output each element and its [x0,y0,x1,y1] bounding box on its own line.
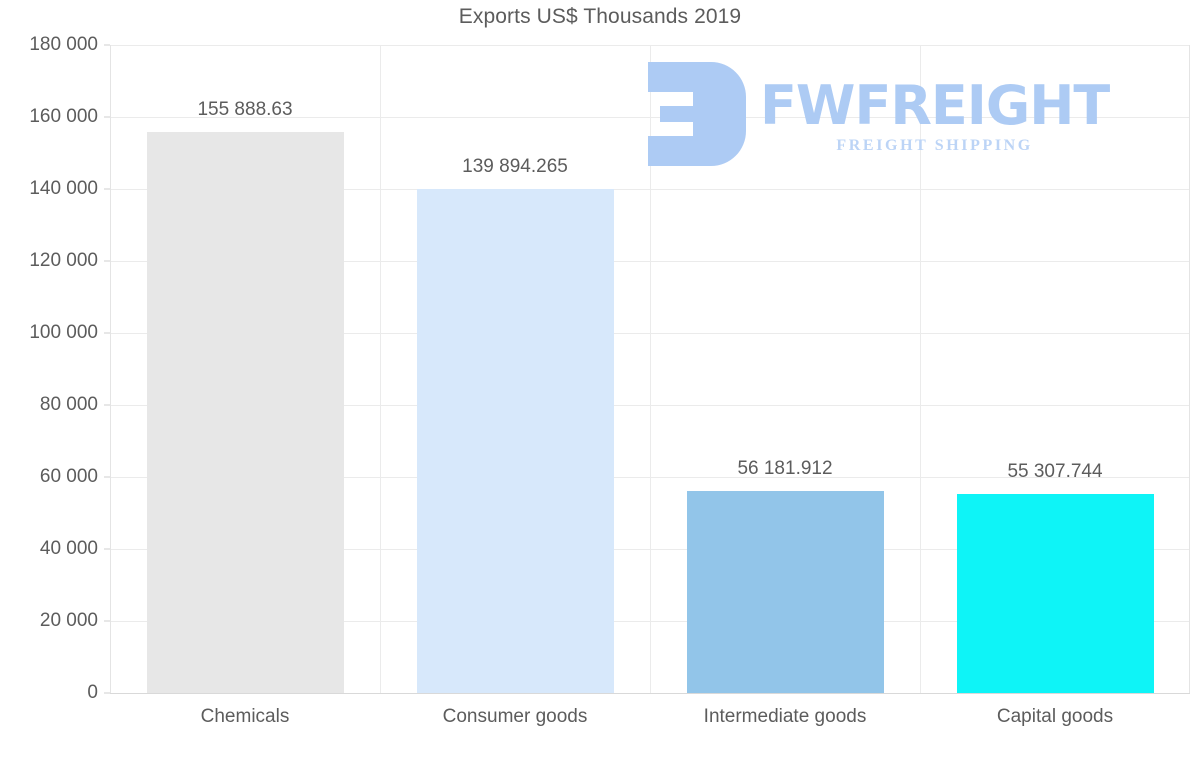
x-axis-category-label: Intermediate goods [703,706,867,727]
gridline-vertical [650,45,651,693]
bar[interactable] [417,189,614,693]
bar-value-label: 56 181.912 [737,457,833,479]
bar[interactable] [957,493,1154,693]
y-axis-tick-label: 160 000 [29,106,98,127]
y-axis-tick-label: 120 000 [29,250,98,271]
y-axis-tick-label: 0 [87,682,98,703]
y-axis-tick-mark [104,116,110,118]
bar[interactable] [147,131,344,693]
y-axis-tick-mark [104,260,110,262]
y-axis-tick-mark [104,404,110,406]
x-axis-category-label: Capital goods [996,706,1114,727]
gridline-vertical [380,45,381,693]
y-axis-tick-label: 60 000 [39,466,98,487]
chart-title: Exports US$ Thousands 2019 [458,5,742,28]
y-axis-tick-mark [104,332,110,334]
bar[interactable] [687,490,884,693]
y-axis-tick-mark [104,44,110,46]
y-axis-tick-label: 80 000 [39,394,98,415]
gridline-vertical [920,45,921,693]
y-axis-tick-mark [104,620,110,622]
y-axis-tick-label: 40 000 [39,538,98,559]
y-axis-tick-label: 100 000 [29,322,98,343]
bar-value-label: 139 894.265 [462,156,568,178]
x-axis-category-label: Consumer goods [442,706,588,727]
plot-area [110,45,1190,694]
x-axis-category-label: Chemicals [200,706,290,727]
y-axis-tick-label: 20 000 [39,610,98,631]
gridline-vertical [1189,45,1190,693]
y-axis-tick-label: 180 000 [29,34,98,55]
bar-value-label: 55 307.744 [1007,460,1103,482]
bar-value-label: 155 888.63 [197,98,293,120]
y-axis-tick-mark [104,476,110,478]
y-axis-tick-mark [104,692,110,694]
gridline-horizontal [110,693,1190,694]
y-axis-tick-mark [104,188,110,190]
y-axis-tick-mark [104,548,110,550]
y-axis-tick-label: 140 000 [29,178,98,199]
gridline-vertical [110,45,111,693]
